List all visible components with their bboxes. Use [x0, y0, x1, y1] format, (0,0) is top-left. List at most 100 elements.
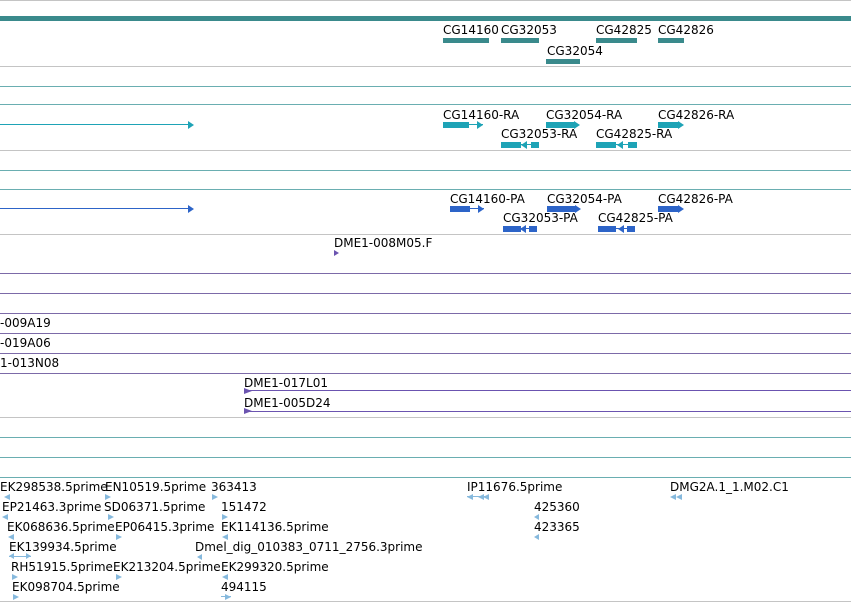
gene-feature[interactable] — [501, 38, 539, 43]
arrow-right-icon[interactable] — [116, 534, 122, 540]
clone-feature[interactable] — [244, 390, 851, 391]
protein-feature[interactable] — [658, 206, 678, 212]
track-divider — [0, 104, 851, 105]
protein-feature[interactable] — [627, 226, 635, 232]
arrow-right-icon[interactable] — [334, 250, 339, 256]
est-label: 151472 — [221, 500, 267, 514]
est-label: EK098704.5prime — [12, 580, 120, 594]
protein-feature[interactable] — [450, 206, 470, 212]
arrow-left-icon[interactable] — [670, 494, 676, 500]
arrow-left-icon[interactable] — [222, 574, 228, 580]
arrow-left-icon[interactable] — [534, 534, 539, 540]
est-label: SD06371.5prime — [104, 500, 206, 514]
gene-feature[interactable] — [596, 38, 637, 43]
transcript-label: CG32054-RA — [546, 108, 623, 122]
protein-intron — [616, 228, 634, 229]
arrow-right-icon[interactable] — [116, 574, 122, 580]
transcript-label: CG32053-RA — [501, 127, 578, 141]
est-label: EK068636.5prime — [7, 520, 115, 534]
transcript-feature[interactable] — [501, 142, 521, 148]
protein-intron — [521, 228, 535, 229]
track-divider — [0, 313, 851, 314]
arrow-left-icon[interactable] — [534, 514, 539, 520]
clone-label: -009A19 — [0, 316, 51, 330]
est-label: Dmel_dig_010383_0711_2756.3prime — [195, 540, 423, 554]
gene-feature[interactable] — [443, 38, 489, 43]
est-label: 423365 — [534, 520, 580, 534]
arrow-left-icon[interactable] — [8, 534, 14, 540]
protein-feature[interactable] — [547, 206, 575, 212]
arrow-right-icon[interactable] — [222, 514, 228, 520]
transcript-feature[interactable] — [546, 122, 574, 128]
est-label: EK298538.5prime — [0, 480, 108, 494]
protein-feature[interactable] — [598, 226, 616, 232]
arrow-left-icon — [478, 494, 484, 500]
gene-label: CG14160 — [443, 23, 499, 37]
transcript-feature[interactable] — [596, 142, 616, 148]
track-divider — [0, 373, 851, 374]
protein-line[interactable] — [0, 208, 188, 209]
est-label: DMG2A.1_1.M02.C1 — [670, 480, 789, 494]
transcript-label: CG14160-RA — [443, 108, 520, 122]
arrow-left-icon[interactable] — [222, 534, 228, 540]
transcript-feature[interactable] — [658, 122, 678, 128]
est-label: 363413 — [211, 480, 257, 494]
transcript-label: CG42825-RA — [596, 127, 673, 141]
arrow-right-icon — [478, 205, 484, 213]
gene-label: CG32053 — [501, 23, 557, 37]
top-border — [0, 0, 851, 1]
arrow-left-icon — [676, 494, 682, 500]
arrow-left-icon[interactable] — [4, 494, 10, 500]
transcript-line[interactable] — [0, 124, 188, 125]
track-divider — [0, 477, 851, 478]
clone-label: DME1-017L01 — [244, 376, 328, 390]
clone-feature[interactable] — [244, 411, 851, 412]
transcript-label: CG42826-RA — [658, 108, 735, 122]
arrow-left-icon — [520, 225, 526, 233]
arrow-left-icon[interactable] — [2, 514, 8, 520]
clone-label: 1-013N08 — [0, 356, 60, 370]
est-label: IP11676.5prime — [467, 480, 563, 494]
est-label: EK114136.5prime — [221, 520, 329, 534]
arrow-right-icon — [26, 553, 31, 559]
arrow-left-icon — [618, 225, 624, 233]
est-label: 494115 — [221, 580, 267, 594]
protein-label: CG32054-PA — [547, 192, 622, 206]
track-divider — [0, 86, 851, 87]
est-label: EN10519.5prime — [105, 480, 207, 494]
track-header-bar — [0, 16, 851, 21]
arrow-right-icon[interactable] — [13, 594, 19, 600]
est-feature[interactable] — [467, 496, 487, 497]
protein-label: CG42826-PA — [658, 192, 733, 206]
transcript-feature[interactable] — [628, 142, 637, 148]
arrow-left-icon — [467, 494, 473, 500]
arrow-right-icon[interactable] — [105, 494, 111, 500]
arrow-right-icon[interactable] — [212, 494, 218, 500]
protein-feature[interactable] — [503, 226, 521, 232]
est-label: EK299320.5prime — [221, 560, 329, 574]
arrow-right-icon[interactable] — [12, 574, 18, 580]
transcript-feature[interactable] — [531, 142, 539, 148]
arrow-left-icon[interactable] — [197, 554, 202, 560]
arrow-right-icon[interactable] — [108, 514, 114, 520]
track-divider — [0, 353, 851, 354]
track-divider — [0, 293, 851, 294]
transcript-feature[interactable] — [443, 122, 469, 128]
protein-label: CG32053-PA — [503, 211, 578, 225]
gene-feature[interactable] — [546, 59, 580, 64]
arrow-right-icon — [244, 408, 252, 414]
arrow-right-icon — [575, 205, 581, 213]
arrow-right-icon — [678, 121, 684, 129]
est-label: EP21463.3prime — [2, 500, 102, 514]
est-label: 425360 — [534, 500, 580, 514]
gene-feature[interactable] — [658, 38, 684, 43]
est-feature[interactable] — [9, 556, 31, 557]
arrow-right-icon — [477, 121, 483, 129]
est-label: EP06415.3prime — [115, 520, 215, 534]
track-divider — [0, 457, 851, 458]
protein-label: CG14160-PA — [450, 192, 525, 206]
protein-feature[interactable] — [529, 226, 537, 232]
protein-intron — [470, 208, 484, 209]
gene-label: CG32054 — [547, 44, 603, 58]
arrow-left-icon — [521, 141, 527, 149]
